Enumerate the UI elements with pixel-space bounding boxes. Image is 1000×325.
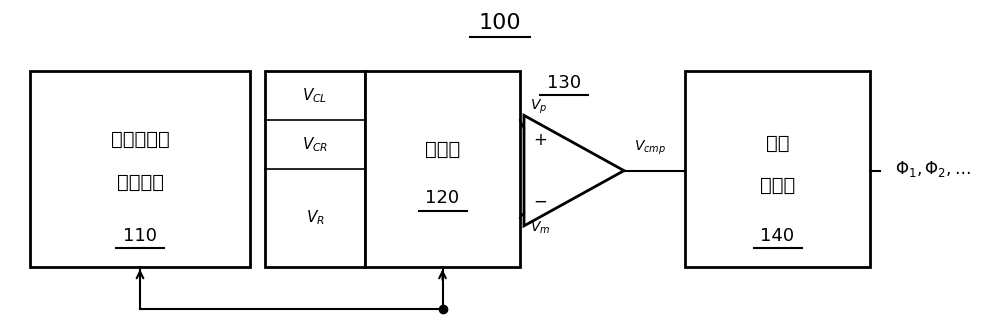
Bar <box>685 72 870 266</box>
Text: 抑消电路: 抑消电路 <box>116 173 164 191</box>
Text: $V_{CR}$: $V_{CR}$ <box>302 135 328 154</box>
Text: 斩波器: 斩波器 <box>425 140 460 159</box>
Text: $V_p$: $V_p$ <box>530 98 547 116</box>
Text: 发生器: 发生器 <box>760 176 795 195</box>
Text: 比较器延迟: 比较器延迟 <box>111 130 169 149</box>
Text: $V_{CL}$: $V_{CL}$ <box>302 86 328 105</box>
Text: $V_m$: $V_m$ <box>530 219 550 236</box>
Text: 时钟: 时钟 <box>766 134 789 152</box>
Text: $V_{cmp}$: $V_{cmp}$ <box>634 139 666 157</box>
Text: 110: 110 <box>123 227 157 245</box>
Bar <box>30 72 250 266</box>
Bar <box>265 72 365 266</box>
Text: −: − <box>533 192 547 211</box>
Text: 100: 100 <box>479 13 521 33</box>
Text: 130: 130 <box>547 74 581 92</box>
Text: 120: 120 <box>425 189 460 207</box>
Bar <box>365 72 520 266</box>
Text: +: + <box>533 131 547 149</box>
Text: 140: 140 <box>760 227 795 245</box>
Text: $V_R$: $V_R$ <box>306 208 324 227</box>
Text: $\Phi_1, \Phi_2, \ldots$: $\Phi_1, \Phi_2, \ldots$ <box>895 159 971 179</box>
